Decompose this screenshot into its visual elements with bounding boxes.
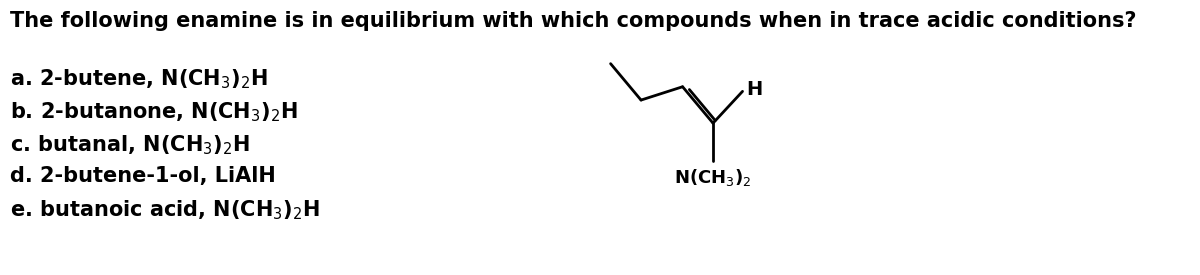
Text: b. 2-butanone, N(CH$_3$)$_2$H: b. 2-butanone, N(CH$_3$)$_2$H — [10, 100, 298, 124]
Text: The following enamine is in equilibrium with which compounds when in trace acidi: The following enamine is in equilibrium … — [10, 11, 1136, 31]
Text: N(CH$_3$)$_2$: N(CH$_3$)$_2$ — [674, 167, 751, 188]
Text: e. butanoic acid, N(CH$_3$)$_2$H: e. butanoic acid, N(CH$_3$)$_2$H — [10, 198, 319, 222]
Text: a. 2-butene, N(CH$_3$)$_2$H: a. 2-butene, N(CH$_3$)$_2$H — [10, 68, 268, 91]
Text: d. 2-butene-1-ol, LiAlH: d. 2-butene-1-ol, LiAlH — [10, 166, 276, 186]
Text: c. butanal, N(CH$_3$)$_2$H: c. butanal, N(CH$_3$)$_2$H — [10, 133, 250, 157]
Text: H: H — [746, 80, 763, 99]
